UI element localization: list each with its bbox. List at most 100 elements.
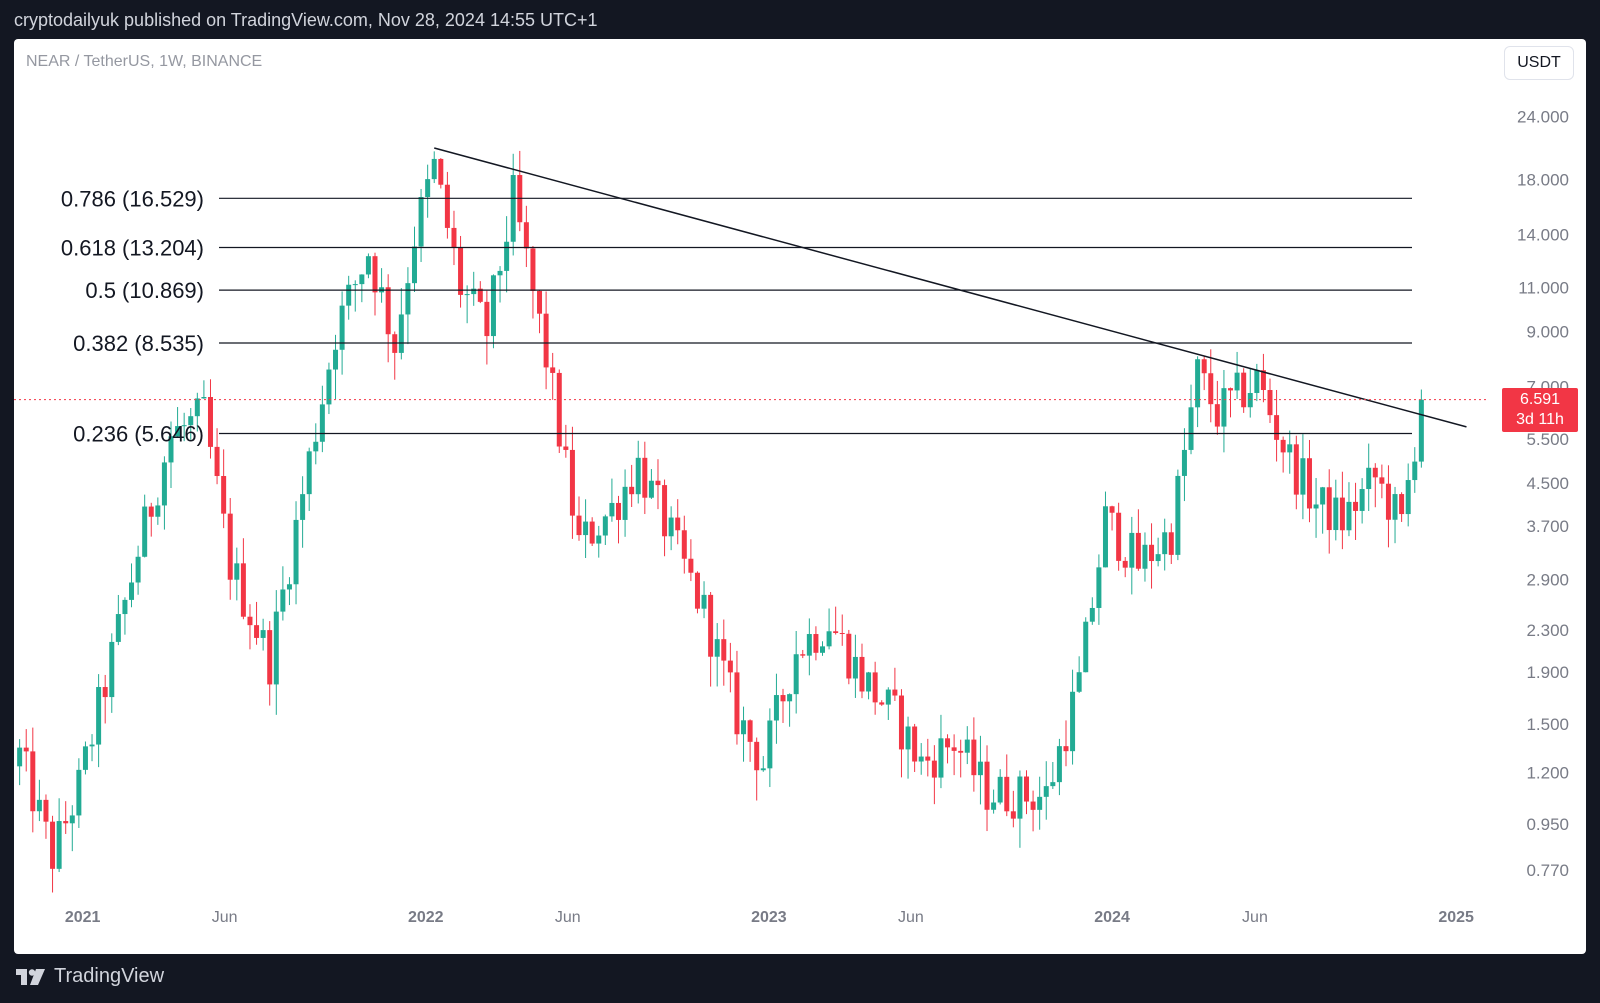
candle-body xyxy=(931,760,937,778)
currency-button[interactable]: USDT xyxy=(1504,46,1574,80)
candle-body xyxy=(793,654,799,695)
candle-body xyxy=(504,241,510,271)
candle-body xyxy=(69,815,75,824)
candle-body xyxy=(681,530,687,559)
x-tick-label: 2021 xyxy=(65,909,101,926)
y-tick-label: 0.770 xyxy=(1526,861,1569,880)
candle-body xyxy=(1274,415,1280,440)
candle-body xyxy=(490,275,496,337)
candle-body xyxy=(1149,544,1155,562)
x-tick-label: 2024 xyxy=(1094,909,1130,926)
candle-body xyxy=(1089,607,1095,622)
candle-body xyxy=(898,695,904,750)
candle-body xyxy=(234,563,240,580)
candle-body xyxy=(405,283,411,315)
fib-level-label: 0.5 (10.869) xyxy=(85,278,204,303)
candle-body xyxy=(1392,494,1398,520)
x-tick-label: Jun xyxy=(898,909,924,926)
candle-body xyxy=(694,572,700,609)
candle-body xyxy=(1083,621,1089,673)
candle-body xyxy=(1372,467,1378,478)
candle-body xyxy=(984,761,990,810)
candle-body xyxy=(1010,811,1016,819)
candle-body xyxy=(1320,487,1326,505)
bar-countdown: 3d 11h xyxy=(1516,410,1564,428)
candle-body xyxy=(642,457,648,498)
fib-level-label: 0.786 (16.529) xyxy=(61,186,204,211)
candle-body xyxy=(576,515,582,536)
candle-body xyxy=(754,741,760,771)
chart-panel[interactable]: 24.000 18.000 14.000 11.000 9.000 7.000 5.500 4… xyxy=(14,39,1586,954)
candle-body xyxy=(23,747,29,752)
candle-body xyxy=(550,367,556,373)
candle-body xyxy=(451,227,457,248)
candle-body xyxy=(563,446,569,450)
candle-body xyxy=(431,158,437,180)
candle-body xyxy=(1313,504,1319,509)
candle-body xyxy=(1412,461,1418,481)
candle-body xyxy=(155,505,161,517)
candle-body xyxy=(56,821,62,869)
candle-body xyxy=(1122,560,1128,568)
candle-body xyxy=(63,821,69,824)
candle-body xyxy=(115,614,121,642)
candle-body xyxy=(1399,494,1405,515)
candle-body xyxy=(96,687,102,745)
candle-body xyxy=(1267,390,1273,416)
candle-body xyxy=(537,290,543,314)
candle-body xyxy=(833,631,839,634)
candle-body xyxy=(418,197,424,247)
candle-body xyxy=(1076,672,1082,692)
candle-body xyxy=(543,313,549,368)
candle-body xyxy=(1254,370,1260,393)
y-tick-label: 18.000 xyxy=(1517,171,1569,190)
candle-body xyxy=(425,179,431,198)
candle-body xyxy=(1070,691,1076,752)
candle-body xyxy=(50,821,56,869)
candle-body xyxy=(727,660,733,673)
candle-body xyxy=(839,633,845,635)
candle-body xyxy=(1326,487,1332,531)
candle-body xyxy=(1379,477,1385,484)
candle-body xyxy=(958,750,964,753)
candle-body xyxy=(458,247,464,295)
candle-body xyxy=(438,158,444,185)
candle-body xyxy=(444,184,450,228)
candle-body xyxy=(813,634,819,653)
y-tick-label: 24.000 xyxy=(1517,108,1569,127)
candle-body xyxy=(497,270,503,276)
candle-body xyxy=(36,799,42,812)
candle-body xyxy=(787,694,793,702)
candle-body xyxy=(741,720,747,735)
candle-body xyxy=(1063,746,1069,752)
y-tick-label: 0.950 xyxy=(1526,815,1569,834)
chart-svg[interactable]: 24.00018.00014.00011.0009.0007.0005.5004… xyxy=(14,39,1586,954)
candle-body xyxy=(747,720,753,742)
candle-body xyxy=(859,656,865,692)
candle-body xyxy=(207,397,213,447)
candle-body xyxy=(484,301,490,337)
candle-body xyxy=(767,720,773,769)
candle-body xyxy=(714,639,720,657)
candle-body xyxy=(918,756,924,762)
candle-body xyxy=(997,776,1003,803)
fib-level-label: 0.618 (13.204) xyxy=(61,235,204,260)
candle-body xyxy=(1043,786,1049,797)
y-tick-label: 1.200 xyxy=(1526,764,1569,783)
y-tick-label: 3.700 xyxy=(1526,517,1569,536)
tradingview-brand[interactable]: TradingView xyxy=(16,965,164,988)
candle-body xyxy=(1168,532,1174,555)
candle-body xyxy=(109,641,115,698)
candle-body xyxy=(806,634,812,656)
candle-body xyxy=(1024,776,1030,802)
candle-body xyxy=(188,416,194,426)
y-tick-label: 2.900 xyxy=(1526,570,1569,589)
candle-body xyxy=(326,369,332,405)
candle-body xyxy=(556,372,562,447)
candle-body xyxy=(240,563,246,617)
candle-body xyxy=(589,521,595,544)
x-tick-label: Jun xyxy=(212,909,238,926)
candle-body xyxy=(1385,483,1391,520)
y-tick-label: 1.500 xyxy=(1526,715,1569,734)
candle-body xyxy=(1096,567,1102,608)
